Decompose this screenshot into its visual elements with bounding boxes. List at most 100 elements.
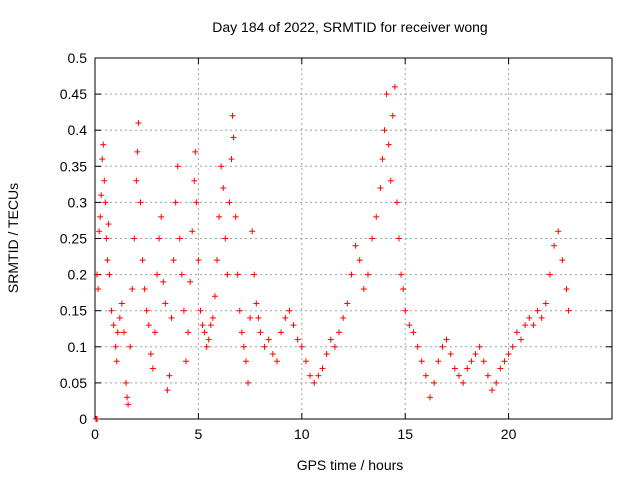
data-point — [247, 314, 254, 321]
data-point — [484, 372, 491, 379]
data-point — [418, 358, 425, 365]
data-point — [207, 322, 214, 329]
data-point — [468, 358, 475, 365]
data-point — [100, 141, 107, 148]
data-point — [162, 300, 169, 307]
data-point — [94, 271, 101, 278]
data-point — [427, 394, 434, 401]
y-tick-label: 0.2 — [68, 267, 88, 283]
axis-ticks: 0 0.05 0.1 0.15 0.2 0.25 0.3 0.35 0.4 0.45 0.5 0 5 10… — [60, 50, 612, 442]
data-point — [435, 358, 442, 365]
data-point — [410, 329, 417, 336]
data-point — [360, 286, 367, 293]
data-point — [114, 329, 121, 336]
data-point — [226, 199, 233, 206]
y-axis-label: SRMTID / TECUs — [5, 183, 21, 293]
y-tick-label: 0.15 — [60, 303, 87, 319]
data-point — [379, 156, 386, 163]
data-point — [137, 199, 144, 206]
data-points — [93, 83, 572, 422]
x-tick-label: 10 — [294, 426, 310, 442]
x-tick-label: 20 — [501, 426, 517, 442]
data-point — [348, 271, 355, 278]
data-point — [542, 300, 549, 307]
data-point — [123, 379, 130, 386]
data-point — [398, 271, 405, 278]
y-tick-label: 0.05 — [60, 375, 87, 391]
data-point — [170, 257, 177, 264]
data-point — [191, 177, 198, 184]
data-point — [178, 271, 185, 278]
data-point — [166, 372, 173, 379]
data-point — [218, 163, 225, 170]
data-point — [228, 156, 235, 163]
data-point — [319, 365, 326, 372]
data-point — [402, 307, 409, 314]
data-point — [238, 329, 245, 336]
data-point — [96, 228, 103, 235]
data-point — [476, 343, 483, 350]
data-point — [160, 278, 167, 285]
data-point — [257, 329, 264, 336]
data-point — [493, 379, 500, 386]
data-point — [356, 257, 363, 264]
x-tick-label: 5 — [195, 426, 203, 442]
data-point — [307, 372, 314, 379]
chart-title: Day 184 of 2022, SRMTID for receiver won… — [212, 19, 487, 35]
data-point — [369, 235, 376, 242]
data-point — [189, 228, 196, 235]
data-point — [104, 257, 111, 264]
data-point — [187, 278, 194, 285]
data-point — [311, 379, 318, 386]
data-point — [298, 343, 305, 350]
data-point — [141, 286, 148, 293]
grid — [95, 58, 612, 419]
data-point — [352, 242, 359, 249]
data-point — [472, 351, 479, 358]
data-point — [509, 343, 516, 350]
data-point — [156, 235, 163, 242]
data-point — [106, 271, 113, 278]
data-point — [381, 127, 388, 134]
y-tick-label: 0.3 — [68, 194, 88, 210]
data-point — [102, 199, 109, 206]
data-point — [127, 343, 134, 350]
data-point — [480, 358, 487, 365]
data-point — [455, 372, 462, 379]
data-point — [209, 314, 216, 321]
data-point — [149, 365, 156, 372]
data-point — [522, 322, 529, 329]
data-point — [526, 314, 533, 321]
data-point — [214, 257, 221, 264]
data-point — [340, 314, 347, 321]
y-tick-label: 0.1 — [68, 339, 88, 355]
data-point — [240, 343, 247, 350]
data-point — [251, 271, 258, 278]
data-point — [255, 314, 262, 321]
data-point — [133, 177, 140, 184]
data-point — [232, 213, 239, 220]
data-point — [172, 199, 179, 206]
data-point — [229, 112, 236, 119]
data-point — [220, 184, 227, 191]
data-point — [125, 401, 132, 408]
data-point — [230, 134, 237, 141]
data-point — [135, 119, 142, 126]
data-point — [443, 336, 450, 343]
data-point — [110, 322, 117, 329]
data-point — [383, 91, 390, 98]
data-point — [387, 177, 394, 184]
data-point — [518, 336, 525, 343]
data-point — [197, 307, 204, 314]
data-point — [501, 358, 508, 365]
data-point — [269, 351, 276, 358]
x-axis-label: GPS time / hours — [297, 457, 404, 473]
data-point — [129, 286, 136, 293]
data-point — [327, 336, 334, 343]
data-point — [377, 184, 384, 191]
data-point — [99, 156, 106, 163]
data-point — [534, 307, 541, 314]
data-point — [112, 343, 119, 350]
data-point — [323, 351, 330, 358]
